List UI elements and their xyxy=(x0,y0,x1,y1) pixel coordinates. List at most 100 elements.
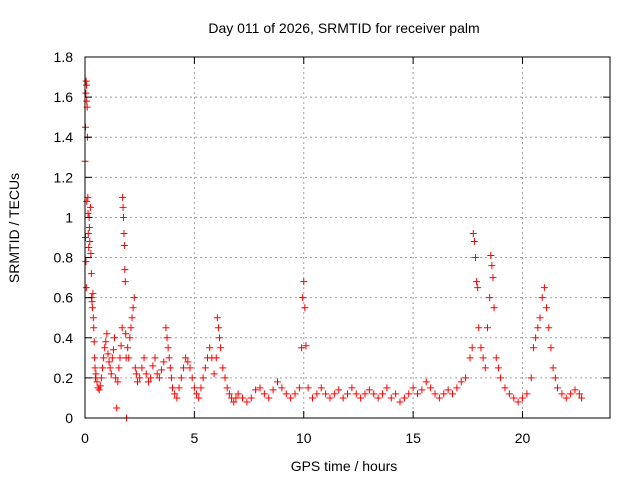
data-point xyxy=(299,294,307,302)
data-point xyxy=(99,364,106,372)
data-point xyxy=(136,374,144,382)
data-point xyxy=(383,384,391,392)
y-tick-label: 0.8 xyxy=(54,250,74,266)
data-point xyxy=(125,354,133,362)
data-point xyxy=(453,384,461,392)
data-point xyxy=(160,358,168,366)
data-point xyxy=(475,324,483,332)
data-point xyxy=(505,390,513,398)
data-point xyxy=(488,262,496,270)
grid xyxy=(85,57,610,418)
data-point xyxy=(510,394,518,402)
data-point xyxy=(479,354,487,362)
y-axis-label: SRMTID / TECUs xyxy=(6,173,22,283)
x-tick-label: 20 xyxy=(515,430,531,446)
data-point xyxy=(219,364,227,372)
x-tick-label: 10 xyxy=(296,430,312,446)
data-point xyxy=(326,394,334,402)
data-point xyxy=(295,384,303,392)
data-point xyxy=(348,384,356,392)
data-point xyxy=(256,384,264,392)
data-point xyxy=(278,384,286,392)
data-point xyxy=(195,394,203,402)
data-point xyxy=(301,304,309,312)
data-point xyxy=(97,374,105,382)
data-point xyxy=(322,390,330,398)
data-point xyxy=(269,386,277,394)
data-point xyxy=(121,266,129,274)
y-tick-label: 1.4 xyxy=(54,129,74,145)
data-point xyxy=(547,344,555,352)
data-point xyxy=(85,223,93,231)
data-point xyxy=(173,394,181,402)
data-point xyxy=(92,370,100,378)
data-point xyxy=(265,394,273,402)
data-point xyxy=(118,324,126,332)
data-point xyxy=(527,374,535,382)
data-point xyxy=(497,374,505,382)
data-point xyxy=(132,370,140,378)
data-point xyxy=(86,238,94,246)
data-point xyxy=(134,378,141,386)
data-point xyxy=(142,370,150,378)
data-point xyxy=(370,390,378,398)
data-point xyxy=(106,364,114,372)
data-point xyxy=(177,374,185,382)
data-point xyxy=(115,364,123,372)
data-point xyxy=(519,394,526,402)
data-point xyxy=(523,390,531,398)
y-tick-label: 1 xyxy=(65,209,73,225)
x-axis-label: GPS time / hours xyxy=(291,458,398,474)
data-point xyxy=(571,386,579,394)
data-point xyxy=(567,390,575,398)
data-point xyxy=(414,390,421,398)
data-point xyxy=(291,390,299,398)
data-point xyxy=(554,384,561,392)
data-point xyxy=(427,384,435,392)
data-points xyxy=(81,77,586,422)
data-point xyxy=(252,386,260,394)
data-point xyxy=(87,270,95,278)
data-point xyxy=(501,384,509,392)
data-point xyxy=(536,314,544,322)
y-tick-label: 1.6 xyxy=(54,89,74,105)
data-point xyxy=(387,394,395,402)
data-point xyxy=(282,390,290,398)
data-point xyxy=(190,384,198,392)
data-point xyxy=(532,334,540,342)
data-point xyxy=(558,390,566,398)
data-point xyxy=(317,384,325,392)
data-point xyxy=(104,350,112,358)
data-point xyxy=(166,364,174,372)
data-point xyxy=(126,334,134,342)
data-point xyxy=(197,384,205,392)
data-point xyxy=(514,398,522,406)
data-point xyxy=(201,364,209,372)
data-point xyxy=(457,378,465,386)
data-point xyxy=(545,324,553,332)
data-point xyxy=(287,394,295,402)
data-point xyxy=(243,398,251,406)
data-point xyxy=(122,330,130,338)
data-point xyxy=(111,334,119,342)
data-point xyxy=(477,344,485,352)
data-point xyxy=(379,390,386,398)
y-tick-label: 1.8 xyxy=(54,49,74,65)
data-point xyxy=(112,374,120,382)
data-point xyxy=(158,366,166,374)
data-point xyxy=(234,390,242,398)
data-point xyxy=(101,344,109,352)
data-point xyxy=(481,364,489,372)
data-point xyxy=(95,386,103,394)
data-point xyxy=(217,344,225,352)
data-point xyxy=(230,398,238,406)
data-point xyxy=(167,374,175,382)
data-point xyxy=(487,252,495,260)
data-point xyxy=(164,344,172,352)
data-point xyxy=(114,378,122,386)
data-point xyxy=(182,354,190,362)
data-point xyxy=(129,304,137,312)
data-point xyxy=(462,374,470,382)
data-point xyxy=(138,364,146,372)
y-tick-label: 1.2 xyxy=(54,169,74,185)
